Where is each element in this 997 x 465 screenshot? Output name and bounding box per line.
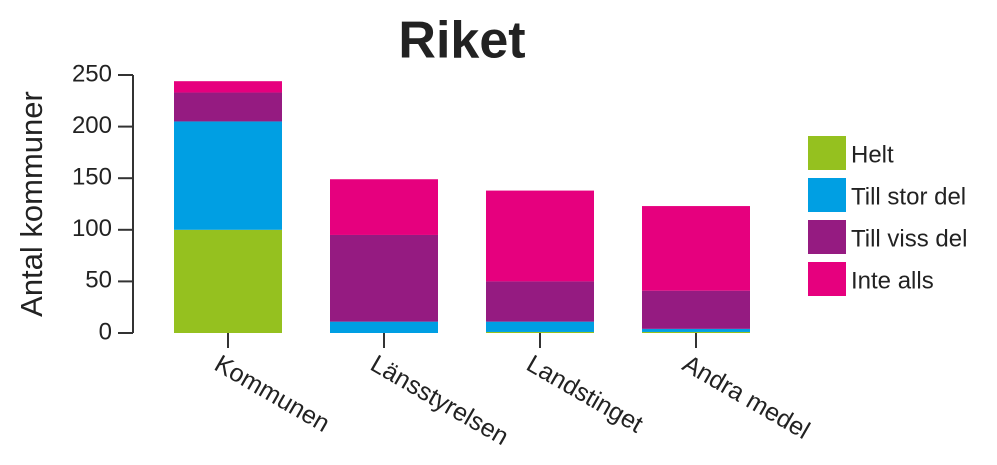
x-tick-label: Länsstyrelsen bbox=[366, 350, 514, 451]
y-tick-label: 250 bbox=[72, 60, 112, 87]
legend-swatch bbox=[808, 136, 846, 170]
legend-label: Till viss del bbox=[851, 225, 967, 252]
legend-swatch bbox=[808, 220, 846, 254]
legend-label: Inte alls bbox=[851, 267, 934, 294]
bar-segment bbox=[642, 290, 750, 329]
bar-segment bbox=[486, 190, 594, 282]
x-tick-label: Kommunen bbox=[210, 350, 335, 438]
bar-segment bbox=[330, 321, 438, 333]
x-tick-label: Andra medel bbox=[678, 350, 815, 445]
legend-swatch bbox=[808, 262, 846, 296]
y-axis-label: Antal kommuner bbox=[14, 91, 49, 317]
legend-swatch bbox=[808, 178, 846, 212]
y-tick-label: 50 bbox=[85, 267, 112, 294]
x-tick-label: Landstinget bbox=[522, 350, 648, 439]
bar-segment bbox=[486, 281, 594, 322]
bar-segment bbox=[642, 328, 750, 332]
bar-segment bbox=[486, 321, 594, 332]
bar-segment bbox=[174, 92, 282, 122]
y-tick-label: 150 bbox=[72, 164, 112, 191]
y-tick-label: 200 bbox=[72, 112, 112, 139]
y-tick-label: 0 bbox=[99, 318, 112, 345]
bar-segment bbox=[642, 331, 750, 333]
bar-segment bbox=[174, 229, 282, 333]
bar-segment bbox=[174, 81, 282, 93]
y-tick-label: 100 bbox=[72, 215, 112, 242]
bar-segment bbox=[486, 331, 594, 333]
legend-label: Till stor del bbox=[851, 183, 966, 210]
bar-segment bbox=[642, 206, 750, 291]
bar-segment bbox=[174, 121, 282, 230]
chart-title: Riket bbox=[398, 12, 525, 70]
bar-segment bbox=[330, 179, 438, 235]
legend-label: Helt bbox=[851, 141, 894, 168]
bar-segment bbox=[330, 234, 438, 322]
